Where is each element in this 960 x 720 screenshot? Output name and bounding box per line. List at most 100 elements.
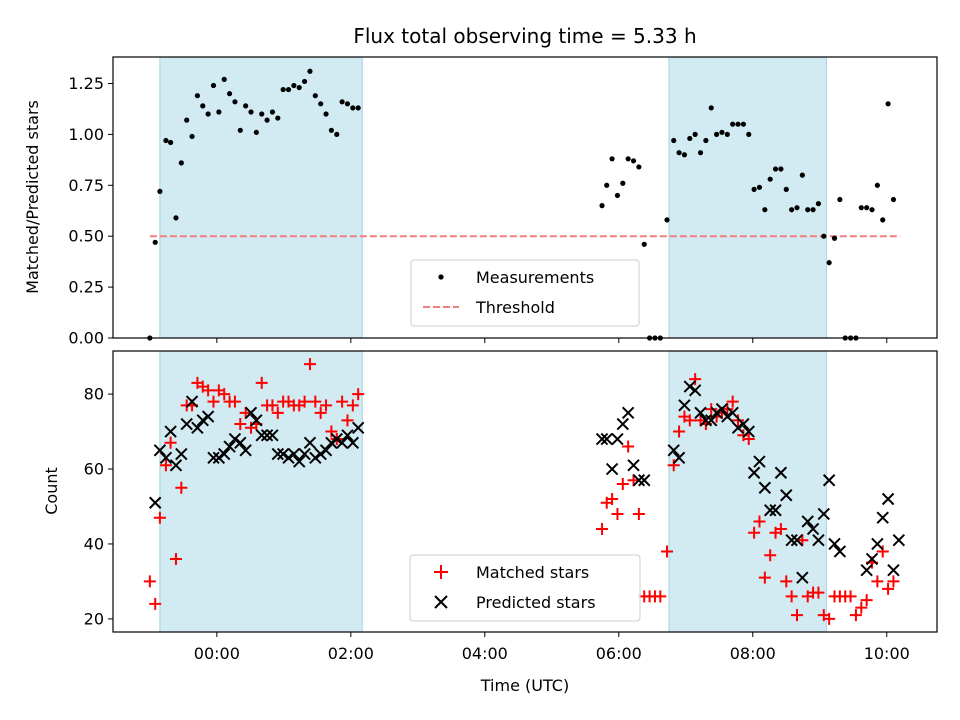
y-tick-label: 80 <box>84 385 104 404</box>
predicted-star-point <box>737 417 750 431</box>
observing-span <box>669 351 827 632</box>
measurement-point <box>275 115 281 121</box>
predicted-star-point <box>763 504 777 517</box>
matched-star-point <box>673 425 686 438</box>
matched-star-point <box>785 590 798 603</box>
predicted-star-point <box>833 545 847 558</box>
predicted-star-point <box>196 414 209 427</box>
measurement-point <box>189 133 195 140</box>
x-tick-label: 02:00 <box>328 644 374 663</box>
predicted-star-point <box>785 533 798 547</box>
x-tick-label: 06:00 <box>596 644 642 663</box>
predicted-star-point <box>351 421 365 435</box>
matched-star-point <box>266 399 279 412</box>
measurement-point <box>604 182 610 188</box>
y-tick-label: 0.75 <box>68 176 104 195</box>
ratio-y-ticks: 0.00 0.25 0.50 0.75 1.00 1.25 <box>68 74 113 348</box>
predicted-star-point <box>276 447 290 461</box>
legend-threshold-label: Threshold <box>475 298 555 317</box>
predicted-star-point <box>298 447 311 461</box>
count-panel-frame <box>112 350 938 633</box>
matched-star-point <box>164 436 177 449</box>
predicted-star-point <box>699 414 713 427</box>
measurement-point <box>280 86 286 93</box>
observing-span <box>159 57 363 338</box>
predicted-star-point <box>828 537 841 551</box>
predicted-star-point <box>774 466 788 479</box>
predicted-star-point <box>817 507 830 521</box>
matched-star-point <box>202 384 215 397</box>
matched-star-point <box>616 478 629 491</box>
measurement-point <box>200 103 206 109</box>
measurement-point <box>671 137 677 144</box>
measurement-point <box>152 239 158 245</box>
matched-star-point <box>346 399 359 412</box>
measurement-point <box>599 203 605 209</box>
predicted-star-point <box>266 429 279 442</box>
measurement-point <box>869 207 875 213</box>
matched-star-point <box>790 609 803 622</box>
measurement-point <box>323 111 329 117</box>
observing-spans-bottom <box>159 351 828 632</box>
matched-star-point <box>611 507 624 520</box>
matched-star-point <box>314 406 327 419</box>
predicted-star-point <box>822 474 836 487</box>
predicted-star-point <box>796 571 809 584</box>
predicted-star-point <box>207 451 220 464</box>
matched-star-point <box>228 395 241 408</box>
predicted-star-point <box>153 444 167 457</box>
y-tick-label: 1.25 <box>68 74 104 93</box>
legend-predicted-marker <box>434 595 448 609</box>
matched-star-point <box>303 358 316 371</box>
predicted-star-point <box>191 421 204 435</box>
predicted-star-point <box>303 436 317 450</box>
matched-star-point <box>298 395 311 408</box>
measurement-point <box>625 156 631 162</box>
measurement-point <box>163 137 169 144</box>
matched-star-point <box>218 388 231 401</box>
y-tick-label: 0.50 <box>68 227 104 246</box>
measurement-point <box>874 182 880 188</box>
predicted-star-point <box>638 474 651 487</box>
predicted-star-point <box>309 451 322 464</box>
measurement-point <box>762 207 768 213</box>
predicted-star-point <box>330 432 343 446</box>
legend-matched-label: Matched stars <box>476 563 589 582</box>
matched-star-point <box>320 399 333 412</box>
matched-star-point <box>143 575 156 588</box>
predicted-star-point <box>217 447 231 461</box>
measurement-point <box>614 192 621 199</box>
predicted-star-point <box>148 496 162 509</box>
matched-star-point <box>871 575 884 588</box>
predicted-star-point <box>806 522 820 536</box>
matched-star-point <box>341 414 354 427</box>
matched-star-point <box>844 590 857 603</box>
predicted-star-point <box>325 436 338 450</box>
measurement-point <box>178 160 184 166</box>
predicted-star-point <box>871 537 884 551</box>
matched-star-point <box>336 395 349 408</box>
measurement-point <box>794 205 800 211</box>
measurement-point <box>687 135 693 142</box>
measurement-point <box>350 105 356 111</box>
predicted-star-point <box>881 492 895 506</box>
predicted-star-point <box>860 563 873 577</box>
observing-spans-top <box>159 57 828 338</box>
matched-star-point <box>606 492 619 505</box>
measurement-point <box>831 235 838 241</box>
predicted-star-point <box>632 474 646 487</box>
matched-star-point <box>823 612 836 625</box>
y-tick-label: 0.00 <box>68 329 104 348</box>
measurement-point <box>805 207 811 213</box>
predicted-star-point <box>887 563 900 577</box>
predicted-star-point <box>223 440 236 453</box>
matched-star-point <box>325 425 338 438</box>
matched-star-point <box>774 522 787 535</box>
measurement-point <box>864 205 870 211</box>
matched-star-point <box>175 481 188 494</box>
y-tick-label: 20 <box>84 609 104 628</box>
count-y-ticks: 20 40 60 80 <box>84 385 113 628</box>
measurement-point <box>318 101 324 107</box>
matched-star-point <box>234 418 247 431</box>
